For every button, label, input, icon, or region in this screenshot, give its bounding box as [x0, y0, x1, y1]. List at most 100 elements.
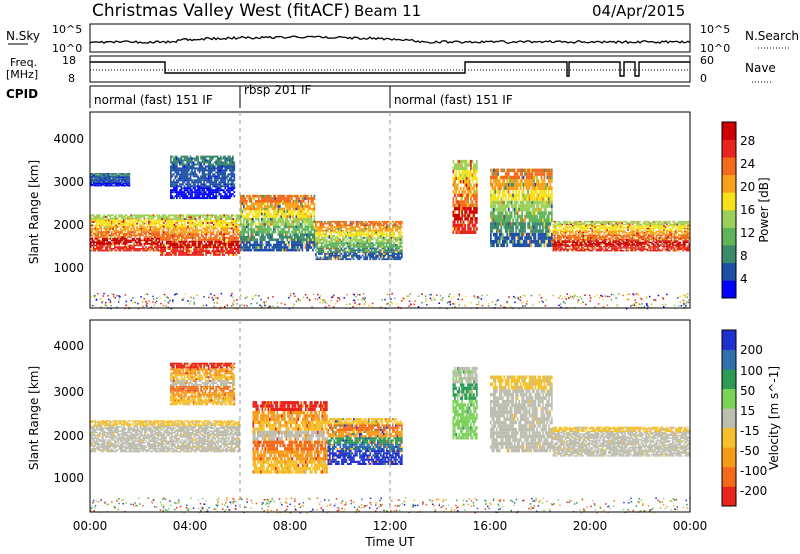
power-cell [375, 240, 377, 243]
power-cell [384, 238, 387, 241]
power-cell [226, 227, 229, 230]
power-cell [187, 227, 189, 230]
power-cell [252, 194, 254, 198]
power-cell [348, 258, 350, 261]
power-cell [104, 221, 107, 223]
power-cell [194, 244, 197, 247]
power-cell [148, 243, 150, 245]
power-cell [203, 236, 206, 239]
power-cell [104, 248, 107, 250]
power-cell [148, 214, 150, 217]
power-cell [139, 229, 141, 232]
power-cell [217, 218, 220, 220]
power-cell [339, 238, 341, 241]
power-cell [189, 161, 192, 164]
power-cell [274, 212, 277, 216]
power-cell [216, 173, 219, 176]
power-cell [342, 238, 344, 241]
power-cell [214, 221, 216, 224]
power-cell [391, 231, 394, 234]
power-cell [209, 231, 212, 234]
power-cell [297, 223, 299, 226]
power-cell [348, 228, 350, 230]
power-cell [164, 248, 167, 251]
power-cell [219, 179, 222, 182]
power-cell [94, 219, 97, 222]
power-cell [243, 238, 245, 242]
power-cell [297, 220, 299, 224]
power-cell [351, 229, 353, 232]
power-cell [103, 184, 105, 186]
power-cell [218, 189, 221, 192]
power-cell [352, 256, 355, 259]
power-cell [215, 181, 217, 184]
power-cell [351, 226, 353, 228]
power-cell [179, 169, 181, 172]
power-cell [452, 213, 455, 218]
power-cell [215, 163, 217, 166]
power-cell [258, 217, 260, 221]
power-cell [95, 177, 98, 179]
power-cell [342, 222, 344, 225]
power-cell [232, 250, 235, 252]
power-cell [264, 228, 266, 231]
power-cell [210, 171, 213, 174]
power-cell [349, 235, 352, 237]
power-cell [209, 163, 211, 166]
power-cell [221, 161, 224, 164]
power-cell [325, 228, 328, 230]
power-cell [274, 197, 277, 200]
power-cell [178, 223, 180, 226]
power-cell [176, 191, 178, 194]
power-cell [124, 221, 126, 223]
power-cell [261, 248, 263, 252]
power-cell [243, 199, 245, 203]
power-cell [182, 229, 185, 232]
power-cell [91, 179, 94, 181]
power-cell [148, 236, 150, 238]
power-cell [140, 219, 143, 222]
power-cell [315, 244, 317, 246]
power-cell [298, 197, 301, 200]
power-cell [357, 242, 359, 245]
power-cell [240, 235, 242, 239]
power-cell [277, 217, 280, 221]
power-cell [186, 185, 189, 188]
power-cell [106, 183, 108, 185]
power-cell [393, 238, 396, 241]
power-cell [295, 207, 298, 211]
power-cell [378, 258, 381, 261]
power-cell [134, 248, 137, 250]
power-cell [177, 169, 180, 172]
power-cell [175, 227, 177, 230]
power-cell [295, 238, 298, 242]
power-cell [188, 235, 191, 237]
power-cell [187, 244, 189, 247]
power-cell [127, 174, 129, 176]
power-cell [112, 181, 114, 183]
power-cell [209, 225, 212, 228]
power-cell [220, 231, 223, 234]
power-cell [390, 242, 393, 245]
power-cell [184, 218, 186, 220]
power-cell [345, 220, 347, 223]
power-cell [183, 175, 186, 178]
power-cell [246, 212, 248, 216]
power-cell [246, 202, 248, 206]
power-cell [224, 167, 227, 170]
power-cell [238, 223, 241, 226]
power-cell [124, 181, 126, 183]
power-cell [388, 236, 391, 239]
power-cell [173, 163, 175, 166]
power-cell [213, 183, 216, 186]
power-cell [209, 155, 211, 158]
power-cell [385, 245, 388, 248]
power-cell [98, 248, 101, 250]
power-cell [208, 231, 210, 234]
power-cell [98, 173, 101, 174]
power-cell [171, 191, 174, 194]
power-cell [244, 207, 247, 211]
power-cell [303, 215, 305, 218]
power-cell [210, 177, 213, 180]
power-cell [255, 202, 257, 206]
